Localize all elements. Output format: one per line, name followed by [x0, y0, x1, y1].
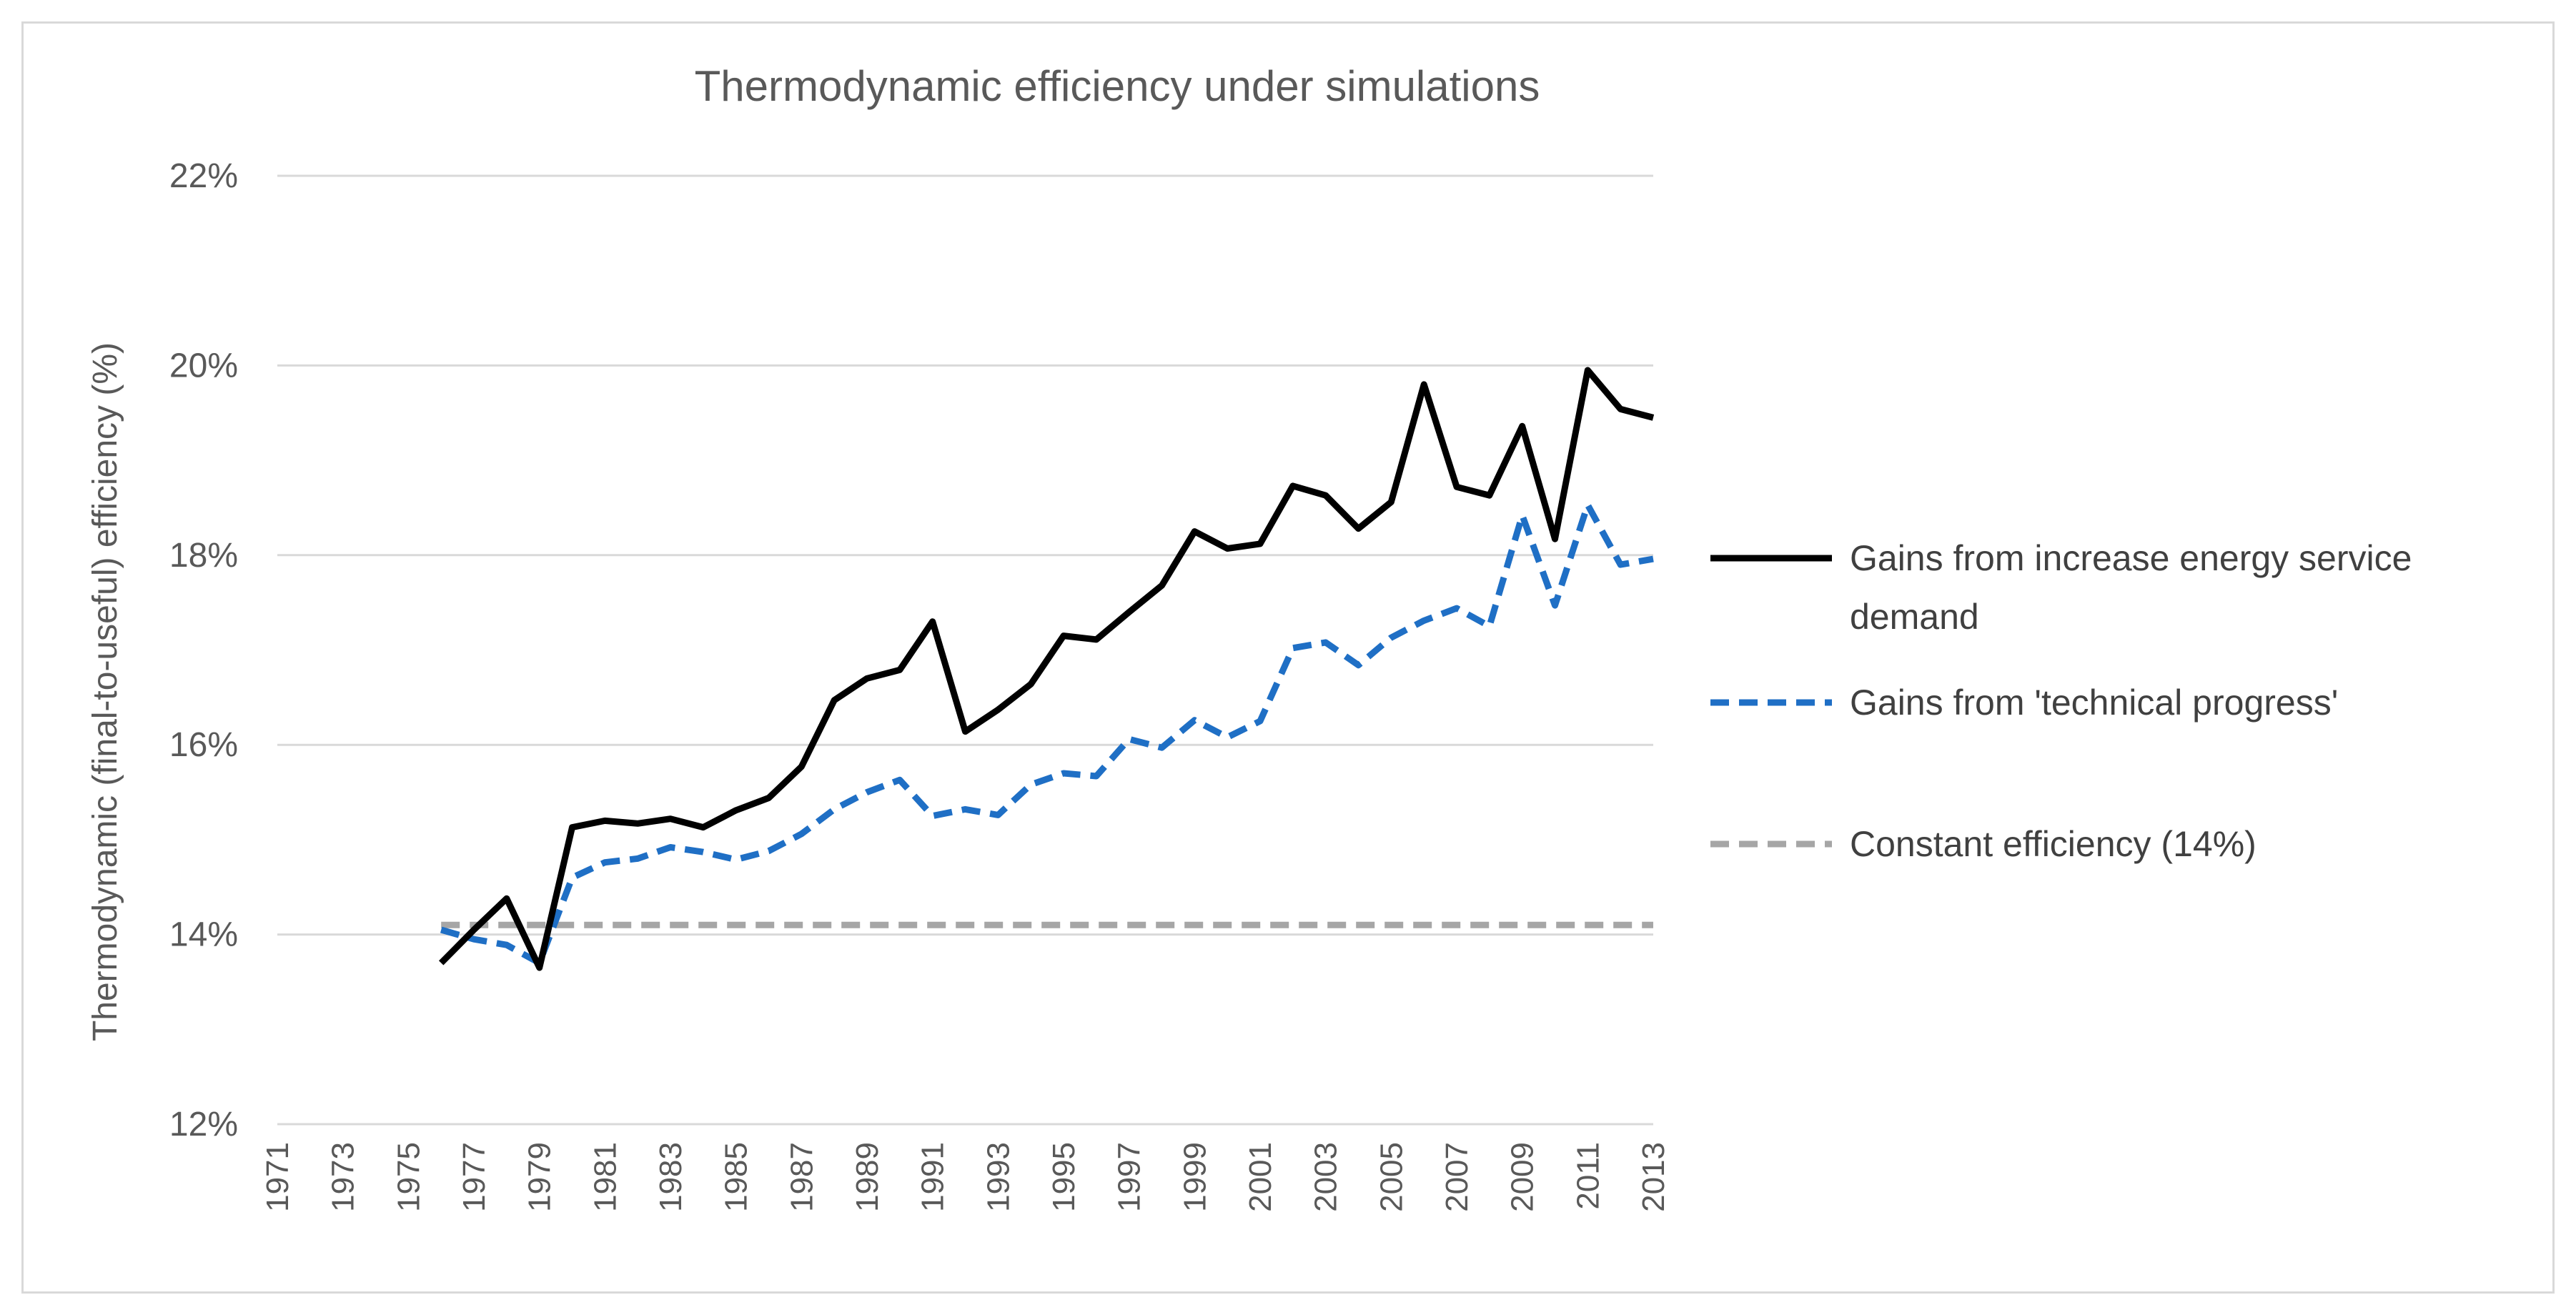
y-axis-label: Thermodynamic (final-to-useful) efficien…	[86, 342, 124, 1041]
gridlines	[277, 174, 1653, 1126]
x-tick-label: 1993	[981, 1142, 1016, 1212]
x-axis-ticks: 1971 1973 1975 1977 1979 1981 1983 1985 1987 1989…	[260, 1142, 1671, 1212]
x-tick-label: 1989	[850, 1142, 885, 1212]
series-line-1	[438, 367, 1655, 971]
y-tick-label: 12%	[169, 1106, 238, 1143]
x-tick-label: 1975	[391, 1142, 426, 1212]
legend: Gains from increase energy service demand…	[1710, 538, 2412, 864]
y-tick-label: 18%	[169, 537, 238, 575]
y-tick-label: 14%	[169, 916, 238, 954]
chart-title: Thermodynamic efficiency under simulatio…	[695, 62, 1540, 110]
line-chart: Thermodynamic efficiency under simulatio…	[86, 62, 2412, 1212]
x-tick-label: 2001	[1243, 1142, 1278, 1212]
x-tick-label: 2005	[1374, 1142, 1409, 1212]
x-tick-label: 1999	[1177, 1142, 1212, 1212]
y-tick-label: 22%	[169, 157, 238, 195]
x-tick-label: 2009	[1505, 1142, 1540, 1212]
chart-frame: Thermodynamic efficiency under simulatio…	[21, 21, 2555, 1294]
x-tick-label: 1985	[719, 1142, 754, 1212]
x-tick-label: 1995	[1046, 1142, 1081, 1212]
x-tick-label: 1973	[326, 1142, 361, 1212]
y-tick-label: 20%	[169, 347, 238, 384]
x-tick-label: 2003	[1309, 1142, 1344, 1212]
x-tick-label: 1997	[1112, 1142, 1147, 1212]
series-lines	[438, 367, 1655, 971]
x-tick-label: 1991	[916, 1142, 951, 1212]
x-tick-label: 1981	[588, 1142, 623, 1212]
x-tick-label: 1977	[457, 1142, 492, 1212]
x-tick-label: 1983	[653, 1142, 688, 1212]
legend-label-2: Gains from 'technical progress'	[1850, 683, 2338, 723]
legend-label-3: Constant efficiency (14%)	[1850, 824, 2257, 864]
legend-label-1: Gains from increase energy service demand	[1850, 538, 2412, 637]
series-line-2	[440, 502, 1654, 966]
x-tick-label: 1971	[260, 1142, 295, 1212]
y-axis-ticks: 12% 14% 16% 18% 20% 22%	[169, 157, 238, 1143]
x-tick-label: 2013	[1636, 1142, 1671, 1212]
y-tick-label: 16%	[169, 726, 238, 764]
x-tick-label: 1987	[784, 1142, 819, 1212]
x-tick-label: 2007	[1440, 1142, 1475, 1212]
x-tick-label: 1979	[522, 1142, 558, 1212]
x-tick-label: 2011	[1570, 1142, 1605, 1210]
